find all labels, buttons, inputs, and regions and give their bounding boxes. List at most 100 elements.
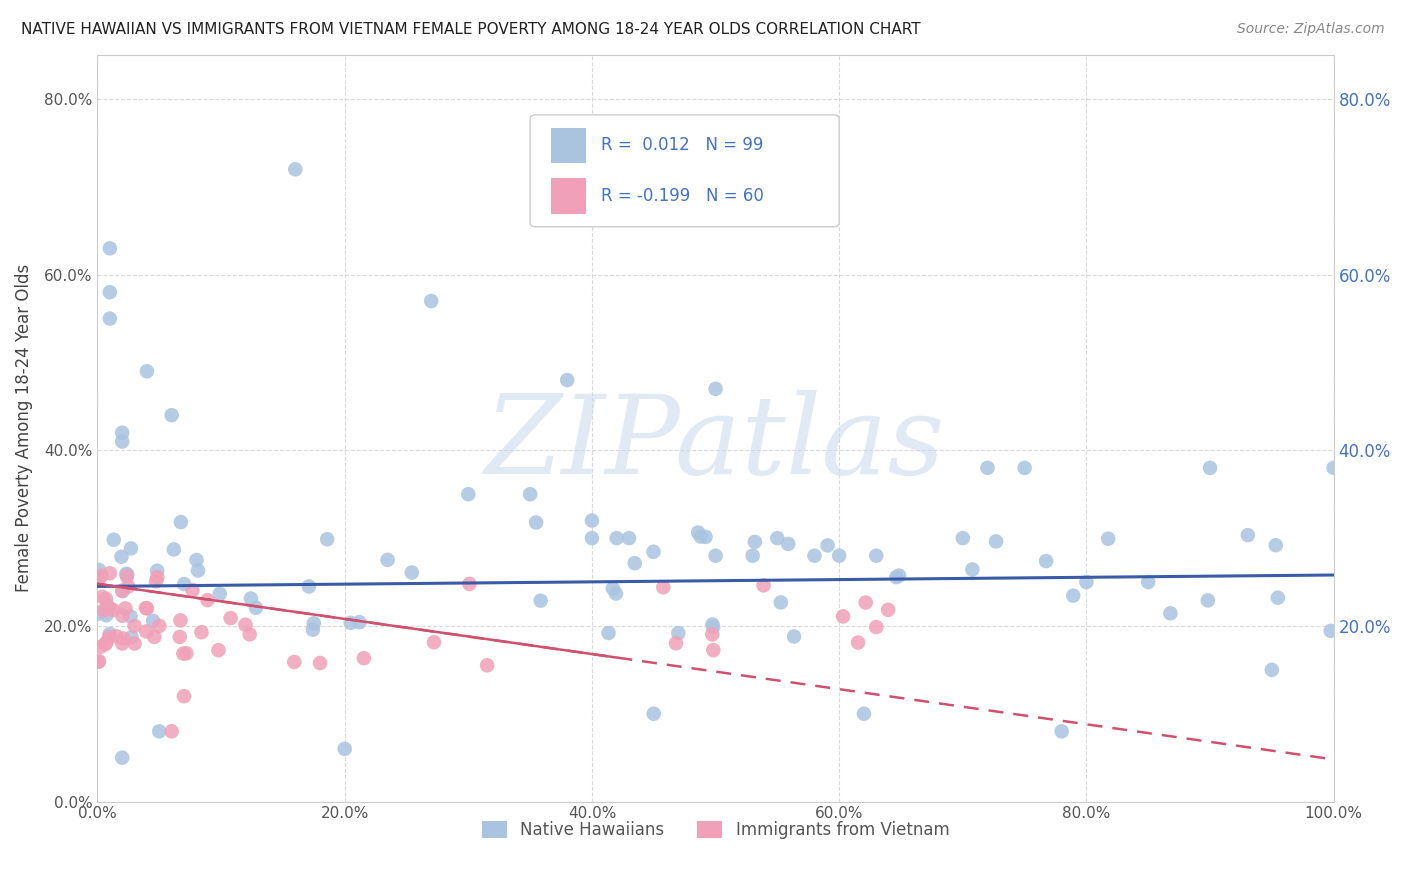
Point (702, 627, 724, 641)
Point (1137, 575, 1160, 590)
Point (1323, 461, 1346, 475)
Point (90, 640, 112, 654)
Point (457, 487, 479, 501)
Point (555, 373, 578, 387)
Point (111, 636, 134, 650)
Point (852, 706, 875, 721)
Point (98, 241, 121, 255)
Point (146, 564, 169, 578)
Point (190, 625, 212, 640)
Point (96, 599, 118, 613)
Point (1267, 591, 1289, 605)
Point (173, 689, 195, 703)
Point (752, 578, 775, 592)
Point (1050, 724, 1073, 739)
Point (124, 636, 146, 650)
Point (110, 549, 132, 564)
Point (702, 643, 724, 657)
Point (111, 425, 134, 440)
Point (114, 601, 136, 615)
Point (160, 724, 183, 739)
Point (581, 514, 603, 528)
Point (93, 603, 115, 617)
FancyBboxPatch shape (530, 115, 839, 227)
Point (98, 311, 121, 326)
Point (778, 537, 800, 551)
Point (87, 655, 110, 669)
Point (652, 580, 675, 594)
Point (283, 655, 305, 669)
Point (219, 611, 242, 625)
Point (115, 569, 138, 583)
Point (111, 583, 134, 598)
Point (302, 623, 325, 637)
Point (530, 593, 553, 607)
Point (90, 568, 112, 582)
Point (187, 564, 209, 578)
Point (245, 600, 267, 615)
Point (689, 530, 711, 544)
Point (606, 531, 628, 545)
Point (984, 534, 1007, 549)
Point (704, 382, 727, 396)
Point (170, 515, 193, 529)
Point (208, 587, 231, 601)
Point (111, 434, 134, 449)
Point (181, 583, 204, 598)
Point (117, 579, 139, 593)
Point (1062, 589, 1084, 603)
Point (115, 566, 138, 581)
Point (111, 584, 134, 599)
Point (197, 593, 219, 607)
Text: R = -0.199   N = 60: R = -0.199 N = 60 (600, 187, 763, 205)
Bar (551, 178, 586, 214)
Point (865, 620, 887, 634)
Point (1159, 607, 1181, 621)
Point (98, 566, 121, 581)
Point (769, 595, 792, 609)
Point (401, 566, 423, 580)
Point (766, 531, 789, 545)
Point (1261, 663, 1284, 677)
Text: R =  0.012   N = 99: R = 0.012 N = 99 (600, 136, 763, 154)
Point (702, 620, 724, 634)
Point (169, 613, 191, 627)
Point (803, 549, 825, 563)
Point (142, 614, 165, 628)
Point (98, 601, 121, 615)
Point (688, 525, 710, 540)
Point (817, 538, 839, 552)
Point (239, 591, 262, 606)
Point (377, 553, 399, 567)
Point (145, 574, 167, 589)
Point (124, 619, 146, 633)
Point (884, 570, 907, 584)
Point (704, 549, 727, 563)
Point (349, 615, 371, 630)
Point (695, 530, 717, 544)
Point (239, 627, 262, 641)
Point (602, 582, 624, 596)
Point (173, 577, 195, 591)
Point (120, 609, 142, 624)
Point (309, 656, 332, 670)
Point (353, 651, 375, 665)
Point (316, 533, 339, 547)
Point (458, 577, 481, 591)
Point (160, 408, 183, 422)
Point (952, 531, 974, 545)
Point (976, 461, 998, 475)
Point (1264, 538, 1286, 552)
Point (877, 603, 900, 617)
Point (146, 570, 169, 584)
Point (169, 630, 191, 644)
Point (617, 531, 640, 545)
Point (207, 643, 229, 657)
Y-axis label: Female Poverty Among 18-24 Year Olds: Female Poverty Among 18-24 Year Olds (15, 264, 32, 592)
Point (115, 567, 138, 582)
Point (1035, 554, 1057, 568)
Point (1076, 575, 1098, 590)
Point (519, 487, 541, 501)
Point (235, 617, 257, 632)
Point (339, 615, 361, 630)
